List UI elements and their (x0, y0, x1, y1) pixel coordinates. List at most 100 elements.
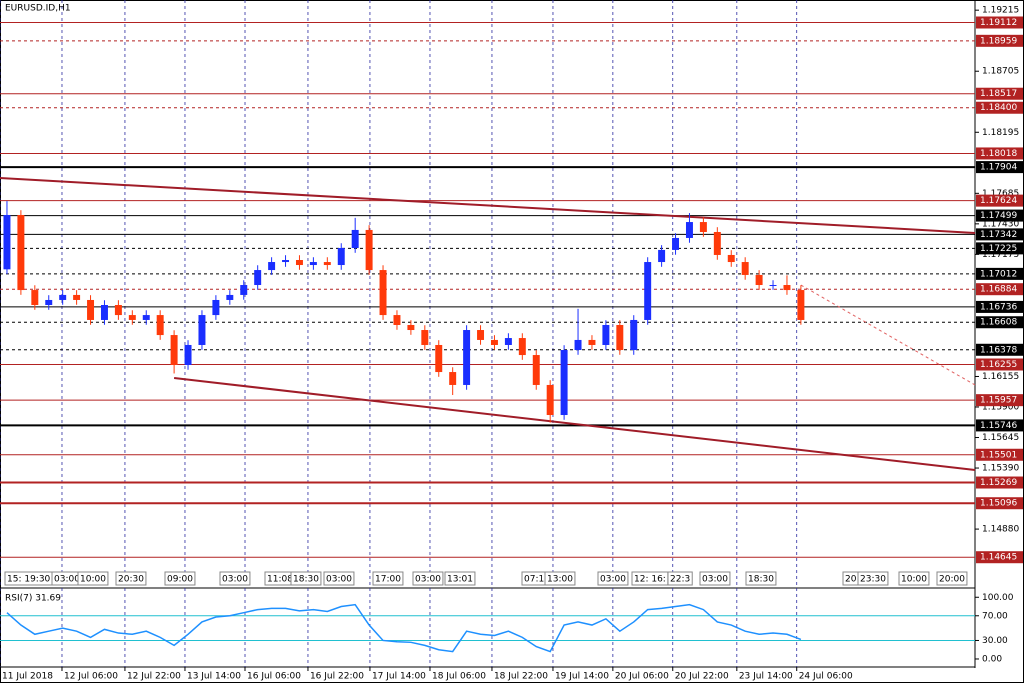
level-label: 1.14645 (980, 553, 1017, 563)
candle-body (87, 299, 95, 320)
time-strip-label: 07:1 (524, 575, 544, 585)
level-label: 1.15096 (980, 499, 1017, 509)
candle-body (713, 231, 721, 255)
time-strip-label: 17:00 (375, 575, 401, 585)
time-strip-label: 18:30 (293, 575, 319, 585)
candle-body (100, 305, 108, 320)
time-strip-box (857, 571, 889, 586)
time-strip-label: 20:00 (939, 575, 965, 585)
candle-body (727, 254, 735, 263)
x-tick-label: 18 Jul 22:00 (494, 672, 548, 682)
y-tick-label: 1.17685 (982, 189, 1019, 199)
level-label: 1.17624 (980, 196, 1017, 206)
candle-body (184, 344, 192, 365)
candle-body (295, 259, 303, 266)
candle-body (351, 229, 359, 249)
time-strip-item: 03:00 (323, 571, 355, 586)
time-strip-item: 07:1 (521, 571, 547, 586)
candle-body (602, 324, 610, 345)
level-label-box (976, 316, 1023, 329)
level-label-box (976, 394, 1023, 407)
time-strip-box (164, 571, 196, 586)
x-tick-label: 19 Jul 14:00 (555, 672, 609, 682)
candle-body (393, 315, 401, 325)
candle-body (658, 249, 666, 263)
time-strip-label: 13:00 (547, 575, 573, 585)
candle-body (142, 315, 150, 320)
time-strip-box (290, 571, 322, 586)
y-tick-label: 1.15645 (982, 433, 1019, 443)
candle-body (114, 305, 122, 316)
time-strip-item: 20 (842, 571, 859, 586)
candle-body (170, 335, 178, 365)
candle-body (532, 355, 540, 385)
time-strip-item: 12: 16: (631, 571, 669, 586)
time-strip-box (323, 571, 355, 586)
x-tick-label: 16 Jul 22:00 (310, 672, 364, 682)
candle-body (588, 339, 596, 345)
main-pane (0, 22, 976, 558)
candle-body (198, 315, 206, 345)
candle-body (672, 237, 680, 250)
time-strip-box (412, 571, 444, 586)
level-label: 1.17012 (980, 269, 1017, 279)
time-strip-item: 20:30 (115, 571, 147, 586)
time-strip-box (597, 571, 629, 586)
time-strip-label: 09:00 (167, 575, 193, 585)
candle-body (268, 262, 276, 271)
candle-body (45, 299, 53, 306)
time-strip-item: 13:00 (544, 571, 576, 586)
time-strip-item: 18:30 (745, 571, 777, 586)
trendline (173, 377, 976, 471)
time-strip-box (219, 571, 251, 586)
candle-body (699, 222, 707, 232)
candle-body (212, 299, 220, 316)
level-label: 1.16608 (980, 318, 1017, 328)
time-strip-item: 03:00 (597, 571, 629, 586)
x-tick-label: 12 Jul 22:00 (127, 672, 181, 682)
candle-body (644, 262, 652, 320)
level-label-box (976, 283, 1023, 296)
time-strip-box (898, 571, 930, 586)
time-strip-item: 15: 19:30 (4, 571, 53, 586)
candle-body (365, 229, 373, 271)
level-label-box (976, 161, 1023, 174)
candle-body (574, 339, 582, 351)
level-label: 1.15269 (980, 478, 1017, 488)
x-tick-label: 16 Jul 06:00 (247, 672, 301, 682)
time-strip-label: 20:30 (118, 575, 144, 585)
candle-body (421, 330, 429, 345)
time-strip-item: 03:00 (699, 571, 731, 586)
time-strip-item: 13:01 (444, 571, 476, 586)
time-strip-label: 20 (845, 575, 857, 585)
candle-body (73, 294, 81, 300)
time-strip-label: 11:08 (267, 575, 293, 585)
level-label: 1.18959 (980, 36, 1017, 46)
candle-body (282, 259, 290, 263)
time-strip-label: 13:01 (447, 575, 473, 585)
y-tick-label: 1.15390 (982, 464, 1019, 474)
level-label: 1.15746 (980, 421, 1017, 431)
y-tick-label: 1.14880 (982, 525, 1019, 535)
level-label-box (976, 228, 1023, 241)
level-label: 1.17904 (980, 163, 1017, 173)
level-label-box (976, 448, 1023, 461)
time-strip-label: 15: 19:30 (7, 575, 51, 585)
x-tick-label: 18 Jul 06:00 (432, 672, 486, 682)
time-strip-label: 12: 16: (634, 575, 666, 585)
x-tick-label: 12 Jul 06:00 (64, 672, 118, 682)
level-label: 1.17342 (980, 230, 1017, 240)
level-label-box (976, 101, 1023, 114)
rsi-line (6, 603, 802, 653)
time-strip-box (699, 571, 731, 586)
candle-body (769, 285, 777, 287)
candle-body (797, 290, 805, 320)
time-strip-item: 23:30 (857, 571, 889, 586)
candle-body (337, 248, 345, 266)
time-strip-label: 22:3 (670, 575, 690, 585)
time-strip-label: 03:00 (326, 575, 352, 585)
candle-body (128, 315, 136, 320)
time-strip-item: 22:3 (667, 571, 693, 586)
time-strip-box (745, 571, 777, 586)
